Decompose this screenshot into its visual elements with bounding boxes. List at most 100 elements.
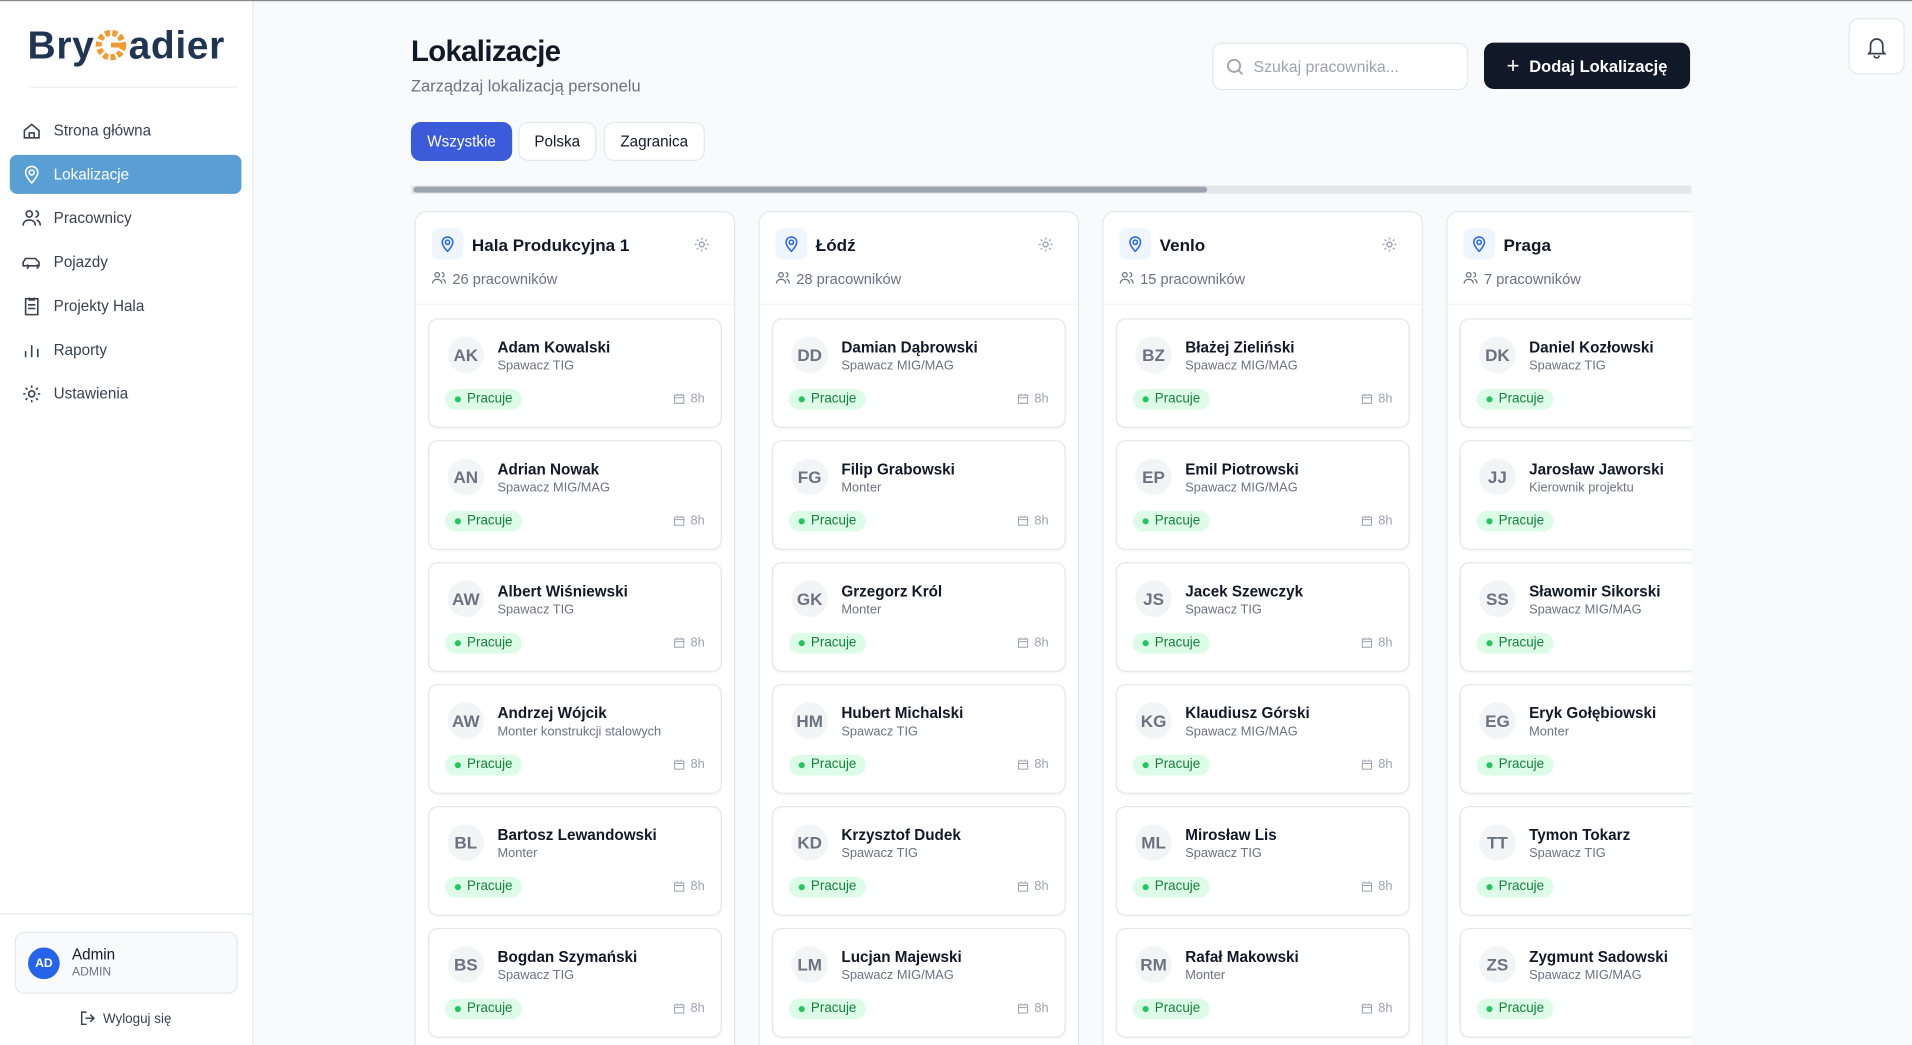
pin-icon <box>785 236 798 253</box>
calendar-icon <box>674 393 685 404</box>
employee-count: 15 pracowników <box>1119 271 1245 288</box>
employee-role: Spawacz TIG <box>841 724 919 739</box>
employee-card[interactable]: JJ Jarosław Jaworski Kierownik projektu Pra… <box>1459 440 1692 550</box>
employee-count-text: 28 pracowników <box>796 270 902 288</box>
employee-name: Błażej Zieliński <box>1185 338 1295 357</box>
employee-card[interactable]: DD Damian Dąbrowski Spawacz MIG/MAG Pracuje… <box>771 318 1066 429</box>
sidebar: Bry adier Strona główna Lokalizacje Pracown… <box>0 1 254 1045</box>
calendar-icon <box>674 515 685 526</box>
employee-name: Grzegorz Król <box>841 582 943 600</box>
filter-tab[interactable]: Zagranica <box>603 121 705 161</box>
calendar-icon <box>674 1003 685 1014</box>
location-settings[interactable] <box>1382 237 1398 259</box>
employee-initials: SS <box>1479 580 1516 618</box>
pin-icon <box>441 236 454 253</box>
nav-item[interactable]: Pojazdy <box>10 243 242 282</box>
employee-card[interactable]: RM Rafał Makowski Monter Pracuje 8h <box>1115 927 1410 1038</box>
icon <box>23 123 40 139</box>
scroll-thumb[interactable] <box>413 186 1208 193</box>
nav-label: Pracownicy <box>53 209 132 227</box>
page-title: Lokalizacje <box>410 35 561 69</box>
employee-card[interactable]: HM Hubert Michalski Spawacz TIG Pracuje 8h <box>771 684 1066 794</box>
employee-initials: FG <box>791 458 828 496</box>
employee-card[interactable]: ML Mirosław Lis Spawacz TIG Pracuje 8h <box>1115 806 1410 916</box>
search-box[interactable]: Szukaj pracownika... <box>1212 42 1469 91</box>
employee-card[interactable]: BS Bogdan Szymański Spawacz TIG Pracuje 8h <box>428 927 722 1038</box>
nav-item[interactable]: Projekty Hala <box>10 287 242 326</box>
employee-hours: 8h <box>673 1001 705 1016</box>
location-settings[interactable] <box>694 237 710 259</box>
employee-hours-text: 8h <box>1034 513 1049 529</box>
filter-tab[interactable]: Polska <box>518 121 597 161</box>
employee-initials: AW <box>447 580 485 618</box>
employee-card[interactable]: AW Andrzej Wójcik Monter konstrukcji stalo… <box>428 684 722 794</box>
employee-card[interactable]: AW Albert Wiśniewski Spawacz TIG Pracuje 8h <box>428 562 722 672</box>
calendar-icon <box>1018 637 1029 648</box>
employee-card[interactable]: AK Adam Kowalski Spawacz TIG Pracuje 8h <box>428 318 722 429</box>
employee-card[interactable]: BZ Błażej Zieliński Spawacz MIG/MAG Pracuje… <box>1115 318 1410 429</box>
employee-status: Pracuje <box>445 510 523 532</box>
employee-card[interactable]: KG Klaudiusz Górski Spawacz MIG/MAG Pracuje… <box>1115 684 1410 794</box>
employee-status: Pracuje <box>1132 754 1211 776</box>
nav-item[interactable]: Lokalizacje <box>9 154 242 194</box>
employee-hours-text: 8h <box>1034 879 1049 894</box>
employee-card[interactable]: JS Jacek Szewczyk Spawacz TIG Pracuje 8h <box>1115 562 1410 672</box>
employee-status: Pracuje <box>1132 388 1211 410</box>
employee-status: Pracuje <box>1476 754 1554 776</box>
employee-name: Sławomir Sikorski <box>1529 582 1661 600</box>
employee-initials: TT <box>1479 824 1516 861</box>
nav-label: Ustawienia <box>53 385 129 403</box>
employee-role: Kierownik projektu <box>1529 480 1634 496</box>
user-role: ADMIN <box>71 965 112 980</box>
employee-card[interactable]: LM Lucjan Majewski Spawacz MIG/MAG Pracuje 8… <box>771 927 1066 1038</box>
employee-initials: BS <box>447 946 485 983</box>
employee-card[interactable]: ZS Zygmunt Sadowski Spawacz MIG/MAG Pracuje… <box>1459 927 1692 1038</box>
nav-item[interactable]: Pracownicy <box>10 199 242 238</box>
logo-right: adier <box>128 23 225 68</box>
employee-status: Pracuje <box>445 388 523 410</box>
employee-card[interactable]: FG Filip Grabowski Monter Pracuje 8h <box>771 440 1066 550</box>
employee-card[interactable]: KD Krzysztof Dudek Spawacz TIG Pracuje 8h <box>771 806 1066 916</box>
bell-icon <box>1867 38 1887 59</box>
user-card[interactable]: AD Admin ADMIN <box>14 931 238 994</box>
add-location-button[interactable]: + Dodaj Lokalizację <box>1484 42 1691 90</box>
employee-hours: 8h <box>1361 635 1393 650</box>
employee-role: Spawacz MIG/MAG <box>1185 358 1298 374</box>
icon <box>24 297 39 316</box>
nav-item[interactable]: Ustawienia <box>10 374 242 413</box>
employee-status: Pracuje <box>1476 632 1554 654</box>
employee-name: Bogdan Szymański <box>497 948 638 966</box>
people-icon <box>1119 271 1134 284</box>
icon <box>24 165 39 185</box>
logout-icon <box>81 1011 96 1026</box>
employee-status: Pracuje <box>1132 510 1211 532</box>
notifications-button[interactable] <box>1848 18 1905 75</box>
employee-role: Spawacz TIG <box>1185 846 1262 861</box>
filter-tab[interactable]: Wszystkie <box>410 121 513 161</box>
employee-role: Spawacz TIG <box>1529 358 1606 374</box>
employee-card[interactable]: BL Bartosz Lewandowski Monter Pracuje 8h <box>428 806 722 916</box>
employee-role: Spawacz MIG/MAG <box>1529 602 1642 618</box>
employee-role: Spawacz MIG/MAG <box>497 480 610 496</box>
employee-card[interactable]: SS Sławomir Sikorski Spawacz MIG/MAG Pracuj… <box>1459 562 1692 672</box>
calendar-icon <box>1362 637 1373 648</box>
employee-name: Andrzej Wójcik <box>497 704 607 722</box>
employee-hours: 8h <box>1017 391 1049 407</box>
employee-hours-text: 8h <box>690 635 705 650</box>
employee-status: Pracuje <box>1132 632 1211 654</box>
nav-item[interactable]: Strona główna <box>10 111 242 150</box>
employee-card[interactable]: AN Adrian Nowak Spawacz MIG/MAG Pracuje 8h <box>428 440 722 550</box>
nav-item[interactable]: Raporty <box>10 330 242 369</box>
employee-hours-text: 8h <box>1034 391 1049 407</box>
employee-card[interactable]: GK Grzegorz Król Monter Pracuje 8h <box>771 562 1066 672</box>
logout[interactable]: Wyloguj się <box>0 1011 252 1027</box>
employee-role: Spawacz TIG <box>1185 602 1262 618</box>
location-name: Łódź <box>815 235 856 255</box>
employee-card[interactable]: EP Emil Piotrowski Spawacz MIG/MAG Pracuje 8… <box>1115 440 1410 550</box>
location-settings[interactable] <box>1038 237 1054 259</box>
people-icon <box>775 271 790 284</box>
nav-label: Strona główna <box>53 121 152 140</box>
